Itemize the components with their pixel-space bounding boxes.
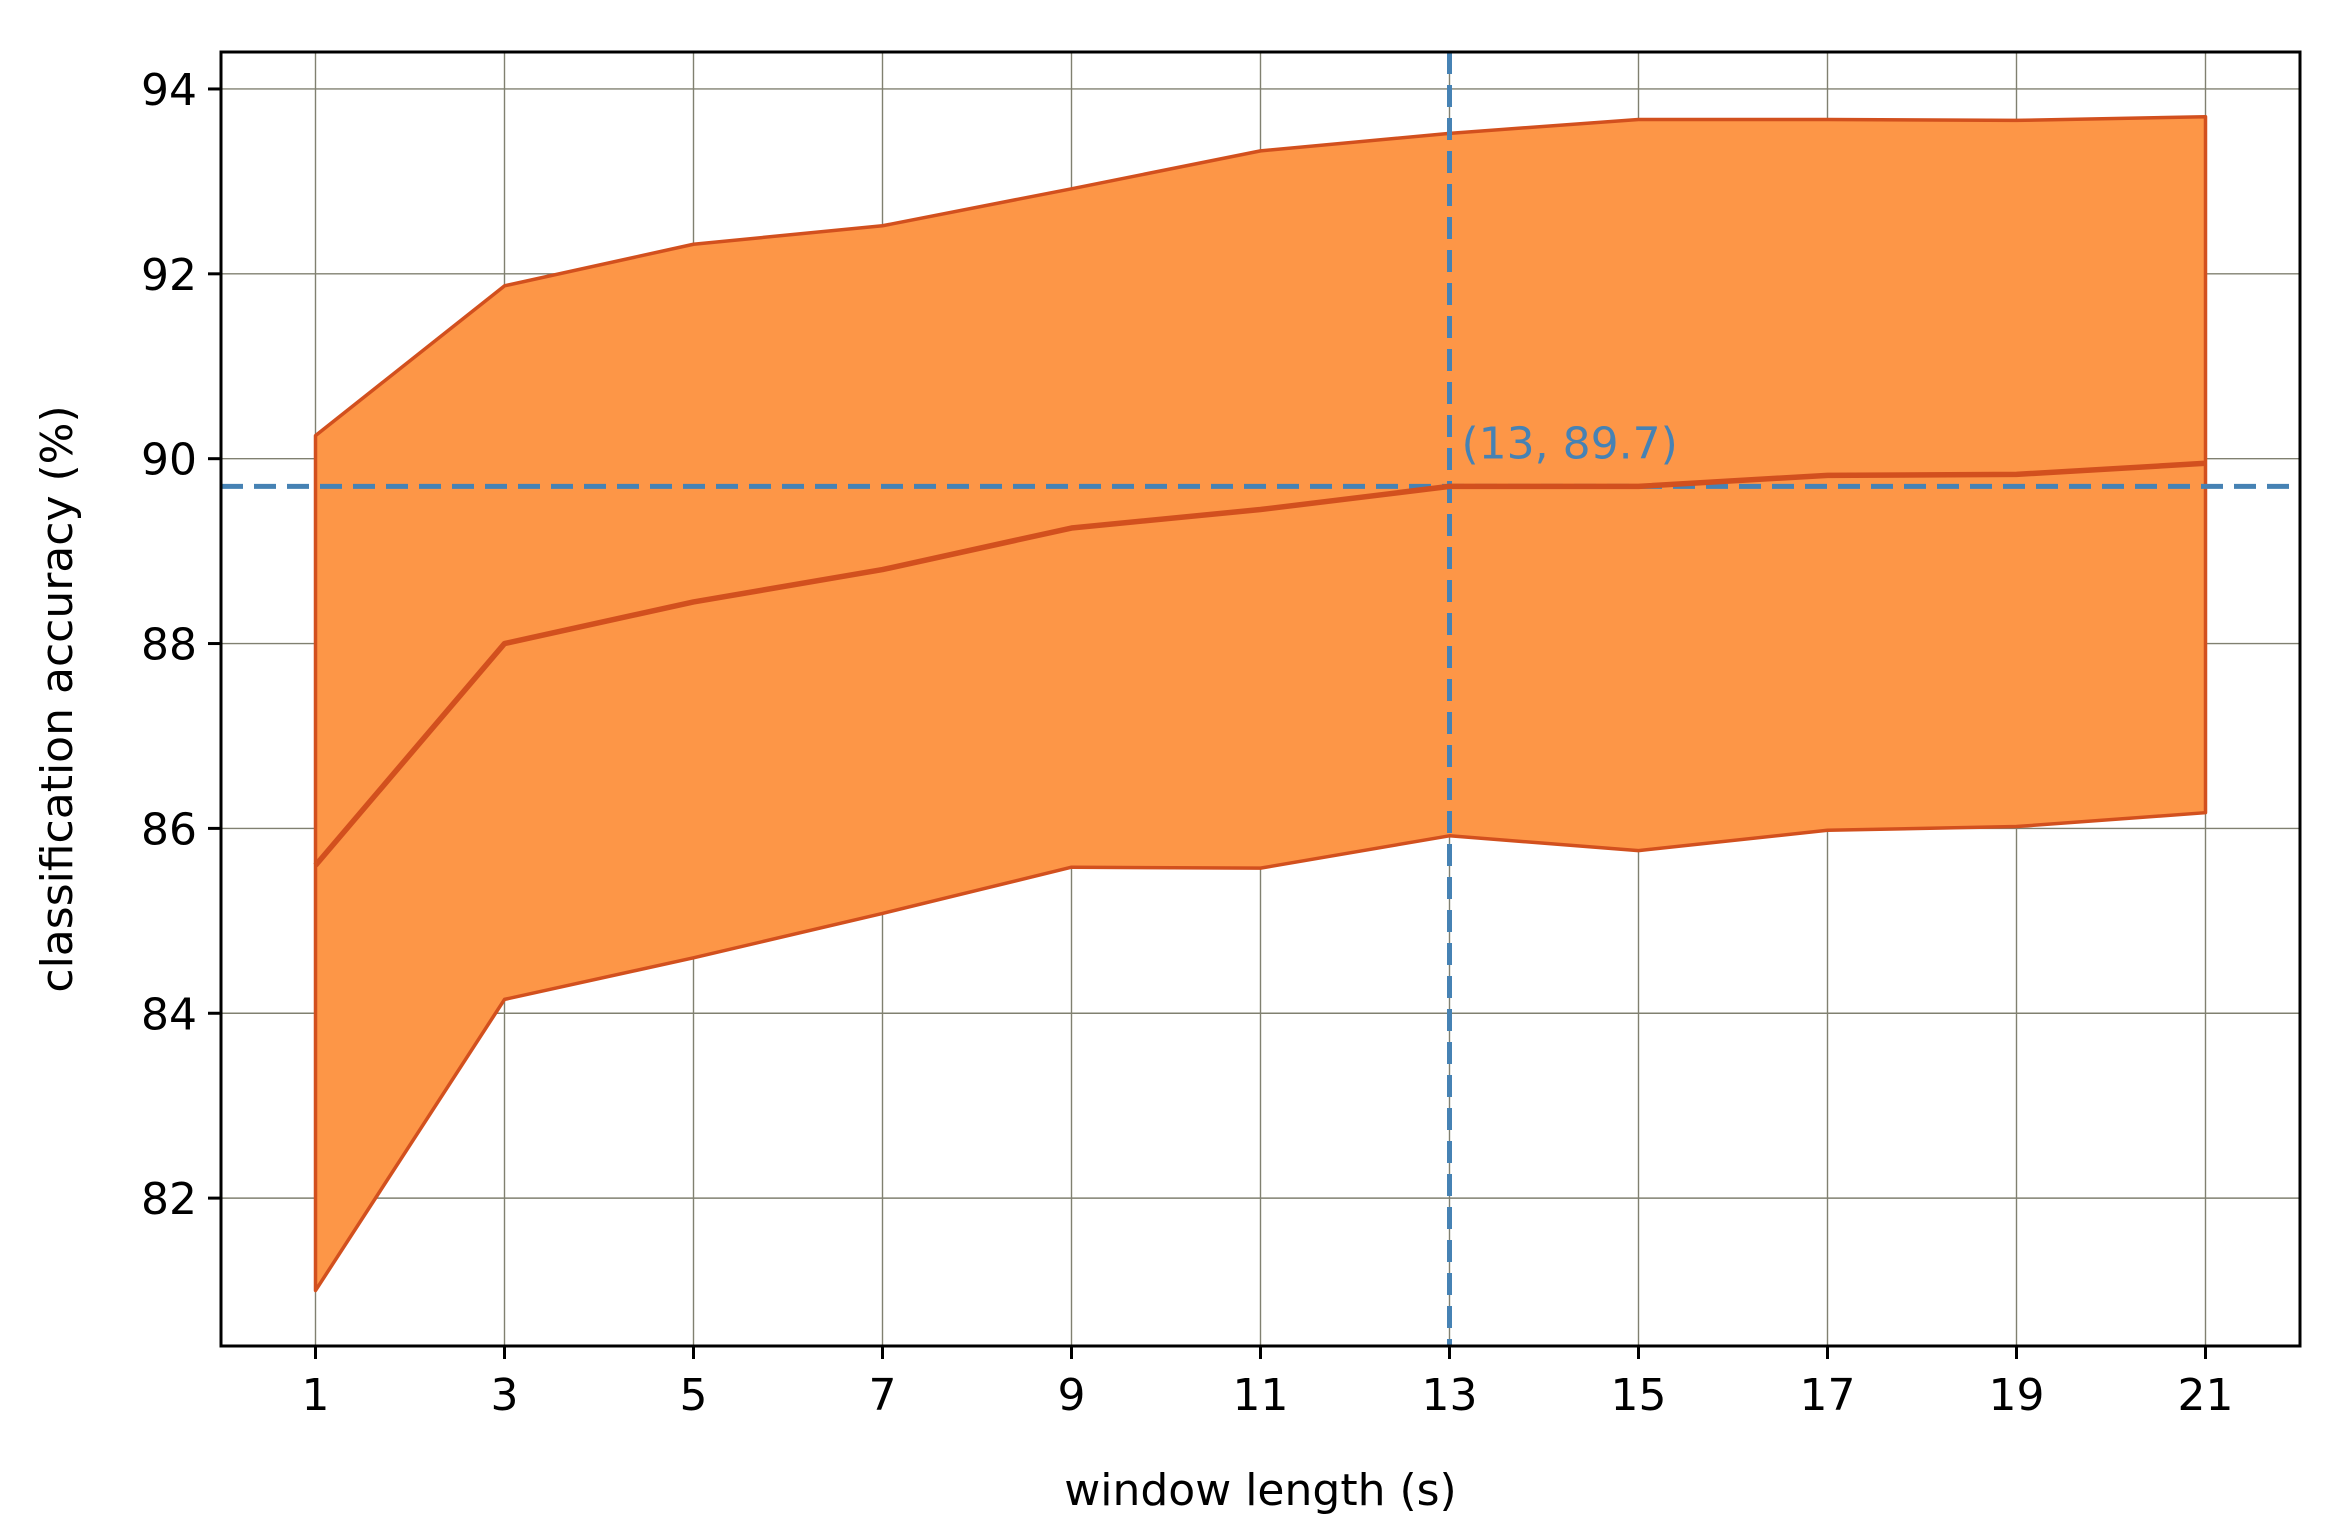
band-layer — [313, 114, 2208, 1293]
mean-line-layer — [313, 460, 2206, 868]
annotation-label: (13, 89.7) — [1462, 418, 1678, 469]
x-tick-label: 9 — [1058, 1370, 1086, 1421]
x-tick-label: 19 — [1989, 1370, 2045, 1421]
y-tick-label: 90 — [141, 435, 197, 486]
y-tick-label: 82 — [141, 1174, 197, 1225]
reference-lines — [221, 52, 2300, 1346]
x-tick-label: 3 — [491, 1370, 519, 1421]
x-tick-label: 15 — [1611, 1370, 1667, 1421]
y-tick-label: 86 — [141, 804, 197, 855]
x-tick-label: 17 — [1800, 1370, 1856, 1421]
x-tick-label: 7 — [869, 1370, 897, 1421]
y-tick-label: 84 — [141, 989, 197, 1040]
x-tick-label: 1 — [302, 1370, 330, 1421]
y-tick-label: 88 — [141, 620, 197, 671]
x-tick-label: 5 — [680, 1370, 708, 1421]
mean-line — [313, 460, 2206, 868]
x-tick-label: 11 — [1233, 1370, 1289, 1421]
confidence-band — [313, 114, 2208, 1293]
y-axis-label: classification accuracy (%) — [32, 405, 83, 992]
x-axis-label: window length (s) — [1064, 1465, 1456, 1516]
y-tick-label: 94 — [141, 65, 197, 116]
x-tick-label: 21 — [2178, 1370, 2234, 1421]
x-tick-label: 13 — [1422, 1370, 1478, 1421]
y-tick-label: 92 — [141, 250, 197, 301]
